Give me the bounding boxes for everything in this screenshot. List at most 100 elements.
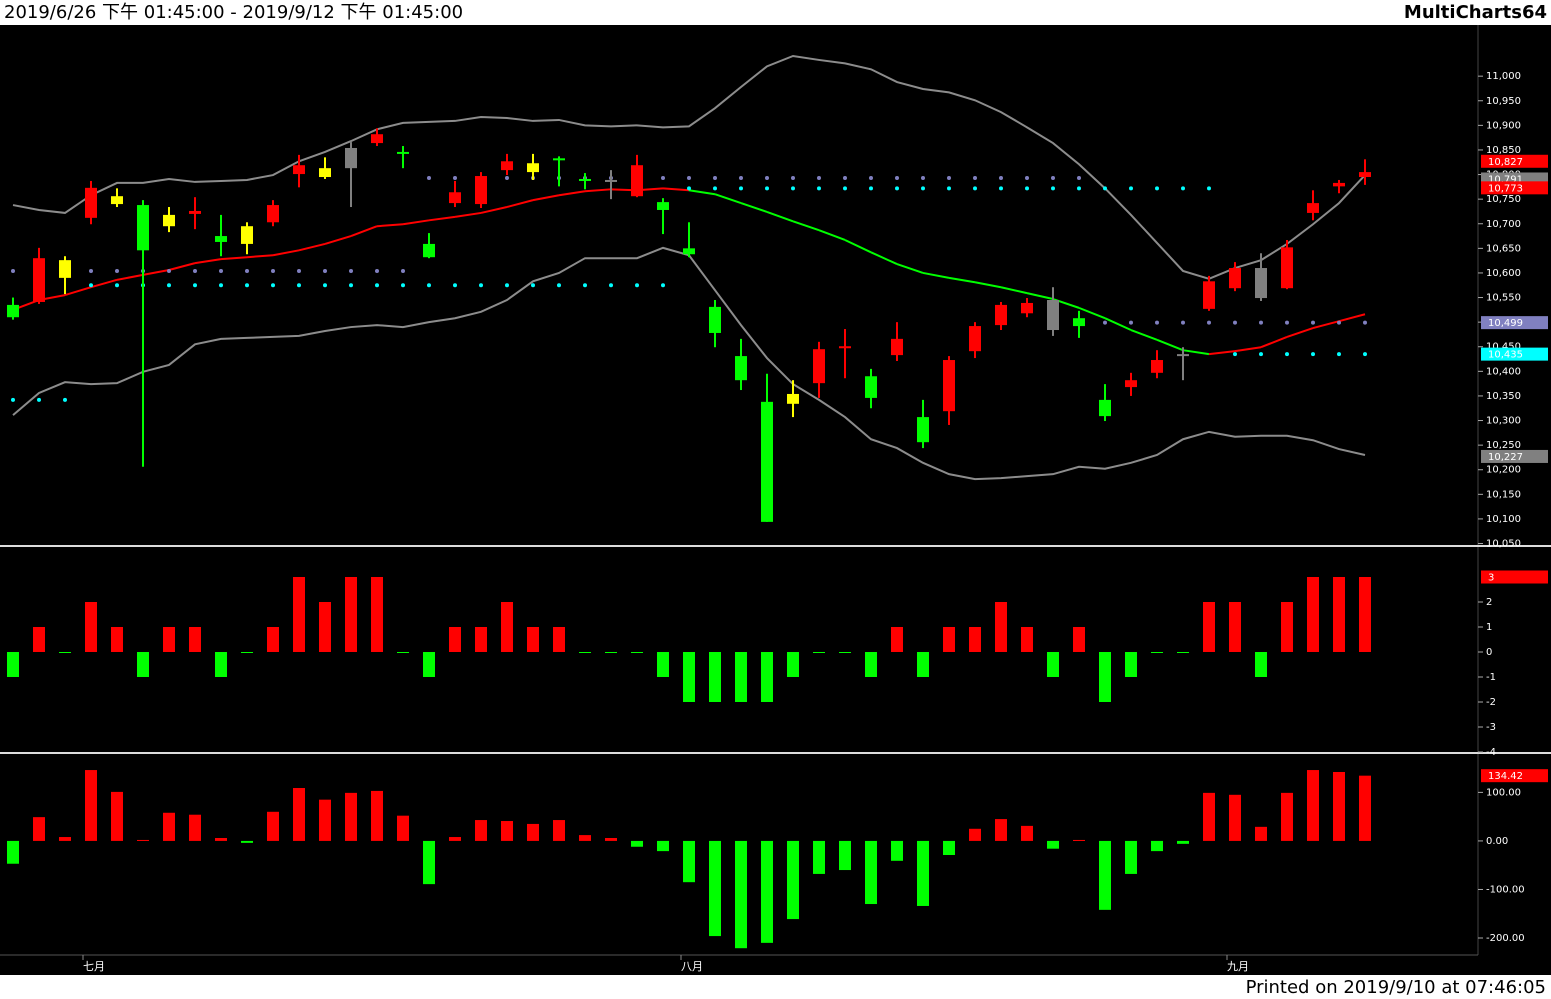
histogram-bar xyxy=(7,652,19,677)
moving-average-segment xyxy=(688,189,716,196)
histogram-bar xyxy=(1307,577,1319,652)
level-dot xyxy=(1129,186,1133,191)
y-tick-label: 100.00 xyxy=(1486,787,1521,798)
level-dot xyxy=(245,283,249,288)
level-dot xyxy=(921,186,925,191)
histogram-bar xyxy=(631,652,643,653)
y-tick-label: 10,200 xyxy=(1486,465,1521,476)
candle-body xyxy=(1099,399,1111,417)
histogram-bar xyxy=(7,840,19,864)
histogram-bar xyxy=(917,652,929,677)
y-tick-label: 10,600 xyxy=(1486,268,1521,279)
histogram-bar xyxy=(319,799,331,841)
candle-body xyxy=(111,196,123,205)
level-dot xyxy=(531,283,535,288)
histogram-bar xyxy=(865,840,877,905)
histogram-bar xyxy=(397,815,409,841)
histogram-bar xyxy=(969,627,981,652)
y-tick-label: 10,250 xyxy=(1486,440,1521,451)
moving-average-segment xyxy=(532,194,560,202)
histogram-bar xyxy=(813,652,825,653)
histogram-bar xyxy=(813,840,825,874)
histogram-bar xyxy=(189,627,201,652)
level-dot xyxy=(349,268,353,273)
candle-body xyxy=(865,376,877,398)
band-line xyxy=(12,54,1366,280)
moving-average-segment xyxy=(350,225,378,237)
histogram-bar xyxy=(85,770,97,841)
candle-body xyxy=(891,338,903,356)
price-marker-label: 10,499 xyxy=(1488,318,1523,329)
moving-average-segment xyxy=(428,215,456,222)
moving-average-segment xyxy=(272,249,300,257)
candle-body xyxy=(995,304,1007,326)
moving-average-segment xyxy=(870,251,898,266)
level-dot xyxy=(661,283,665,288)
histogram-bar xyxy=(215,838,227,841)
histogram-bar xyxy=(1047,652,1059,677)
level-dot xyxy=(1311,320,1315,325)
y-tick-label: 10,750 xyxy=(1486,194,1521,205)
candle-body xyxy=(1047,300,1059,331)
price-marker xyxy=(1481,181,1548,195)
histogram-bar xyxy=(241,652,253,653)
price-marker xyxy=(1481,769,1548,783)
histogram-bar xyxy=(215,652,227,677)
level-dot xyxy=(869,175,873,180)
histogram-bar xyxy=(943,840,955,855)
level-dot xyxy=(1181,186,1185,191)
price-marker xyxy=(1481,570,1548,584)
print-stamp: Printed on 2019/9/10 at 07:46:05 xyxy=(1246,977,1546,998)
y-tick-label: 10,400 xyxy=(1486,366,1521,377)
histogram-bar xyxy=(527,823,539,841)
level-dot xyxy=(713,186,717,191)
y-tick-label: 0.00 xyxy=(1486,836,1508,847)
level-dot xyxy=(1103,320,1107,325)
histogram-bar xyxy=(709,652,721,702)
histogram-bar xyxy=(943,627,955,652)
candle-body xyxy=(267,205,279,223)
candle-body xyxy=(631,165,643,197)
candle-body xyxy=(423,243,435,258)
histogram-bar xyxy=(163,627,175,652)
level-dot xyxy=(973,175,977,180)
histogram-bar xyxy=(449,627,461,652)
moving-average-segment xyxy=(298,242,326,252)
y-tick-label: 10,300 xyxy=(1486,416,1521,427)
candle-body xyxy=(345,147,357,169)
level-dot xyxy=(349,283,353,288)
histogram-bar xyxy=(1229,602,1241,652)
candle-body xyxy=(813,349,825,384)
level-dot xyxy=(661,175,665,180)
level-dot xyxy=(843,175,847,180)
level-dot xyxy=(999,175,1003,180)
histogram-bar xyxy=(293,577,305,652)
histogram-bar xyxy=(735,652,747,702)
level-dot xyxy=(1259,352,1263,357)
moving-average-segment xyxy=(1130,329,1158,341)
level-dot xyxy=(1077,186,1081,191)
candle-body xyxy=(1125,380,1137,388)
y-tick-label: 10,950 xyxy=(1486,96,1521,107)
y-tick-label: 11,000 xyxy=(1486,71,1521,82)
moving-average-segment xyxy=(740,202,768,213)
level-dot xyxy=(453,175,457,180)
candle-body xyxy=(163,214,175,227)
histogram-bar xyxy=(709,840,721,937)
footer-bar xyxy=(0,975,1551,999)
histogram-bar xyxy=(1047,840,1059,849)
y-tick-label: -4 xyxy=(1486,747,1496,758)
candle-body xyxy=(475,176,487,205)
moving-average-segment xyxy=(792,220,820,232)
histogram-bar xyxy=(1359,577,1371,652)
y-tick-label: 10,050 xyxy=(1486,539,1521,550)
histogram-bar xyxy=(371,790,383,841)
histogram-bar xyxy=(111,791,123,841)
candle-body xyxy=(1359,172,1371,178)
y-tick-label: 2 xyxy=(1486,597,1492,608)
level-dot xyxy=(271,283,275,288)
candle-body xyxy=(605,179,617,182)
level-dot xyxy=(375,268,379,273)
level-dot xyxy=(479,283,483,288)
moving-average-segment xyxy=(116,273,144,281)
